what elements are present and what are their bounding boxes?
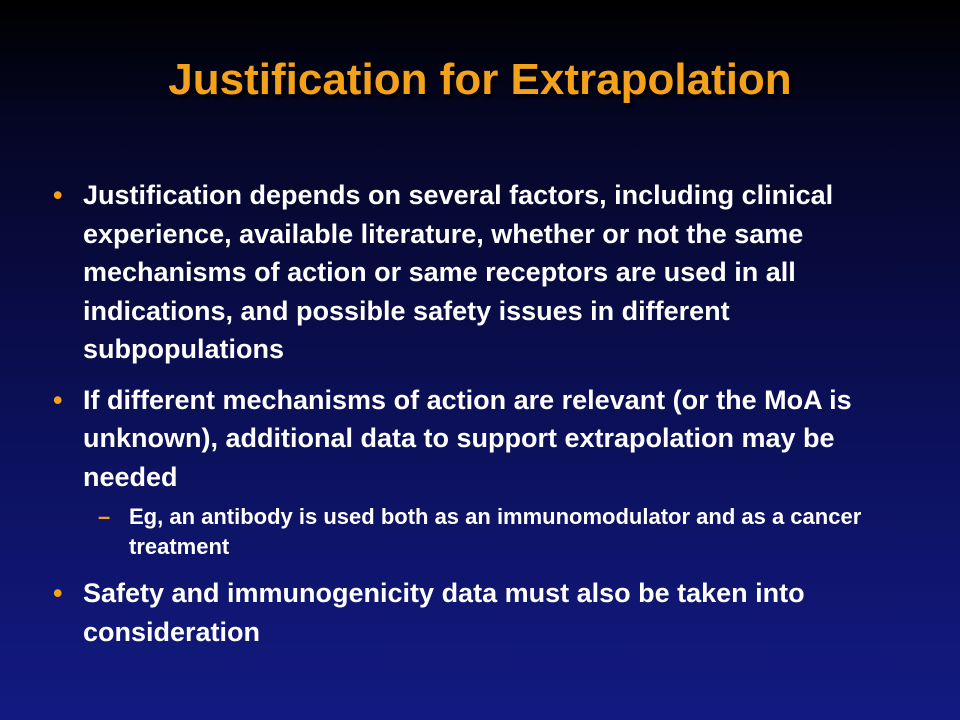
bullet-marker: • <box>53 180 63 210</box>
bullet-text: Safety and immunogenicity data must also… <box>83 578 805 647</box>
subbullet-marker: – <box>98 504 111 529</box>
bullet-marker: • <box>53 384 63 415</box>
subbullet-item: – Eg, an antibody is used both as an imm… <box>83 502 923 562</box>
subbullet-text: Eg, an antibody is used both as an immun… <box>129 504 862 559</box>
bullet-text: Justification depends on several factors… <box>83 180 834 364</box>
bullet-item: • Justification depends on several facto… <box>53 176 923 369</box>
bullet-list: • Justification depends on several facto… <box>53 176 923 663</box>
bullet-text: If different mechanisms of action are re… <box>83 384 852 492</box>
bullet-item: • Safety and immunogenicity data must al… <box>53 574 923 651</box>
bullet-marker: • <box>53 578 63 608</box>
slide-title: Justification for Extrapolation <box>168 55 792 104</box>
subbullet-list: – Eg, an antibody is used both as an imm… <box>83 502 923 562</box>
bullet-item: • If different mechanisms of action are … <box>53 381 923 563</box>
